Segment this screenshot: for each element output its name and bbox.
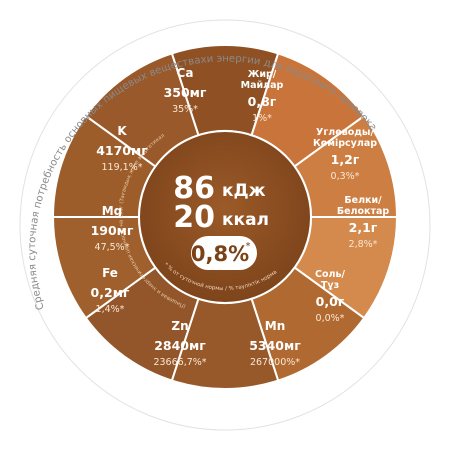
labels-group: Ca 350мг 35%* Жир/Майлар 0,8г 1%* Углеводы/Көм… (91, 66, 390, 368)
segment-label-protein: Белки/Белоктар 2,1г 2,8%* (337, 195, 390, 250)
nutrient-name: Көмірсулар (313, 138, 377, 149)
nutrient-value: 5340мг (249, 338, 301, 353)
nutrient-name: Mg (102, 204, 123, 218)
segment-label-zn: Zn 2840мг 23666,7%* (153, 319, 206, 368)
nutrient-percent: 267000%* (250, 357, 300, 368)
kj-unit: кДж (222, 181, 266, 201)
nutrient-value: 190мг (91, 223, 134, 238)
nutrient-name: Ca (177, 66, 194, 80)
nutrient-value: 0,8г (248, 94, 277, 109)
segment-label-mn: Mn 5340мг 267000%* (249, 319, 301, 368)
segment-label-fat: Жир/Майлар 0,8г 1%* (241, 69, 284, 124)
nutrient-name: Углеводы/ (316, 127, 374, 138)
nutrient-percent: 0,3%* (331, 171, 360, 182)
nutrient-name: K (117, 124, 127, 138)
nutrient-value: 2,1г (349, 220, 378, 235)
center-energy: 86 кДж 20 ккал 0,8% * (173, 171, 269, 270)
nutrient-percent: 1%* (252, 113, 272, 124)
nutrient-value: 1,2г (331, 152, 360, 167)
kj-value: 86 (173, 171, 215, 206)
kcal-value: 20 (173, 200, 215, 235)
nutrient-value: 350мг (164, 85, 207, 100)
nutrient-name: Тұз (321, 280, 339, 291)
percent-value: 0,8% (191, 242, 249, 266)
nutrient-name: Белки/ (344, 195, 382, 206)
nutrient-percent: 35%* (172, 104, 198, 115)
nutrient-name: Zn (171, 319, 188, 333)
segment-label-k: K 4170мг 119,1%* (96, 124, 148, 173)
nutrient-name: Белоктар (337, 206, 390, 217)
nutrient-percent: 47,5%* (95, 242, 130, 253)
segment-label-salt: Соль/Тұз 0,0г 0,0%* (315, 269, 345, 324)
nutrient-name: Mn (265, 319, 285, 333)
kcal-unit: ккал (222, 210, 269, 230)
segment-label-carbs: Углеводы/Көмірсулар 1,2г 0,3%* (313, 127, 377, 182)
nutrient-percent: 119,1%* (102, 162, 143, 173)
segments-group (51, 44, 399, 390)
nutrient-value: 0,0г (316, 294, 345, 309)
nutrient-percent: 23666,7%* (153, 357, 206, 368)
nutrient-percent: 0,0%* (316, 313, 345, 324)
segment-label-mg: Mg 190мг 47,5%* (91, 204, 134, 253)
nutrient-value: 2840мг (154, 338, 206, 353)
segment-label-fe: Fe 0,2мг 1,4%* (91, 266, 130, 315)
percent-pill (191, 236, 257, 270)
nutrient-name: Fe (102, 266, 118, 280)
nutrient-name: Соль/ (315, 269, 345, 280)
nutrient-value: 4170мг (96, 143, 148, 158)
nutrient-value: 0,2мг (91, 285, 130, 300)
percent-mark: * (246, 241, 251, 252)
center-disc (138, 130, 312, 304)
nutrient-percent: 2,8%* (349, 239, 378, 250)
segment-label-ca: Ca 350мг 35%* (164, 66, 207, 115)
nutrient-name: Жир/ (248, 69, 277, 80)
nutrient-percent: 1,4%* (96, 304, 125, 315)
nutrient-name: Майлар (241, 80, 284, 91)
